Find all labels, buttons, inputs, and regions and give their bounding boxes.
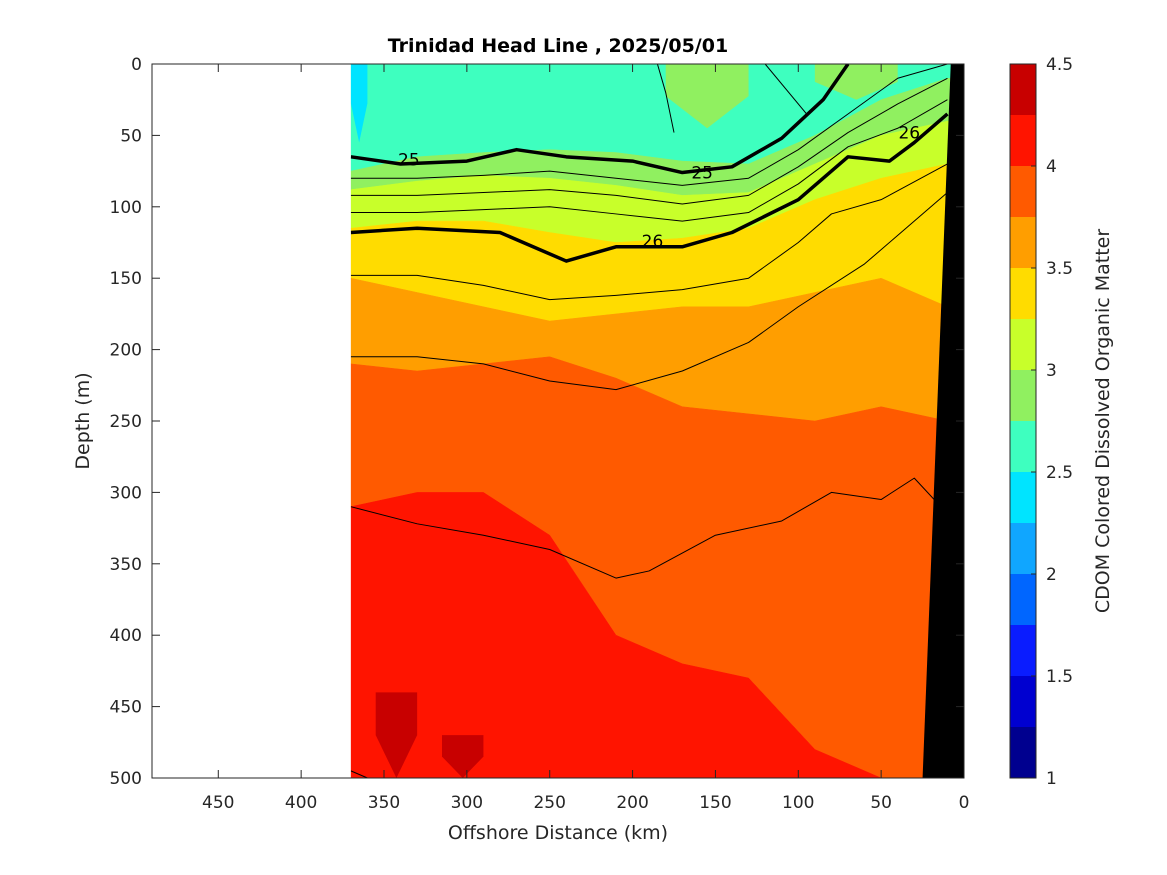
contour-label-1-0: 26 [642,232,664,252]
x-tick-label: 400 [285,793,317,813]
colorbar-frame [1009,63,1037,779]
cdom-patch-2 [814,64,898,100]
y-tick-label: 0 [131,55,142,75]
x-axis: 450 400 350 300 250 200 150 100 50 0 [202,64,969,813]
cdom-patch-3 [375,692,418,778]
colorbar-swatch [1010,370,1036,421]
x-tick-label: 350 [368,793,400,813]
colorbar-swatch [1010,217,1036,268]
colorbar-tick-label: 1 [1046,769,1057,789]
contour-line-3 [350,77,948,205]
y-tick-label: 200 [110,341,142,361]
x-axis-label: Offshore Distance (km) [448,822,668,844]
colorbar-tick-label: 3 [1046,361,1057,381]
colorbar-swatch [1010,574,1036,625]
cdom-patch-1 [665,64,749,129]
x-tick-label: 0 [959,793,970,813]
contour-line-6 [350,192,948,391]
isopycnal-contours [350,64,949,778]
y-axis: 0 50 100 150 200 250 300 350 400 450 500 [110,55,964,789]
x-tick-label: 200 [616,793,648,813]
contour-line-8 [350,770,368,778]
y-tick-label: 100 [110,198,142,218]
contour-line-7 [350,477,948,579]
contour-line-10 [764,64,807,115]
y-tick-label: 150 [110,269,142,289]
y-tick-label: 250 [110,412,142,432]
x-tick-label: 250 [533,793,565,813]
colorbar-swatch [1010,64,1036,115]
contour-line-0 [350,64,850,175]
colorbar-swatch [1010,268,1036,319]
colorbar-swatch [1010,727,1036,778]
colorbar-swatch [1010,523,1036,574]
x-tick-label: 150 [699,793,731,813]
colorbar-tick-label: 2.5 [1046,463,1073,483]
contour-line-9 [656,64,675,133]
colorbar-swatch [1010,625,1036,676]
contour-label-1-1: 26 [898,124,920,144]
colorbar-tick-label: 1.5 [1046,667,1073,687]
y-tick-label: 500 [110,769,142,789]
colorbar-tick-label: 4 [1046,157,1057,177]
colorbar-swatch [1010,166,1036,217]
contour-labels: 25 25 26 26 [398,124,920,253]
x-tick-label: 100 [782,793,814,813]
colorbar-swatch [1010,472,1036,523]
colorbar-tick-label: 2 [1046,565,1057,585]
contour-label-0-0: 25 [398,151,420,171]
colorbar-swatch [1010,115,1036,166]
x-tick-label: 450 [202,793,234,813]
bathymetry-seafloor [922,64,964,778]
y-tick-label: 450 [110,698,142,718]
y-tick-label: 350 [110,555,142,575]
contour-line-2 [350,64,948,186]
contour-line-5 [350,163,948,301]
colorbar-tick-label: 3.5 [1046,259,1073,279]
colorbar-swatch [1010,319,1036,370]
x-tick-label: 300 [451,793,483,813]
cdom-patch-0 [350,64,368,143]
contour-line-1 [350,112,949,263]
y-tick-label: 50 [120,126,142,146]
contour-label-0-1: 25 [691,164,713,184]
cdom-patch-4 [442,735,484,778]
colorbar: 1 1.5 2 2.5 3 3.5 4 4.5 [1009,55,1073,789]
colorbar-label: CDOM Colored Dissolved Organic Matter [1092,229,1114,613]
y-tick-label: 300 [110,483,142,503]
y-axis-label: Depth (m) [72,372,94,469]
cdom-band-6 [350,492,964,778]
plot-area: 25 25 26 26 [151,63,965,779]
colorbar-swatch [1010,421,1036,472]
x-tick-label: 50 [870,793,892,813]
contour-line-4 [350,99,948,222]
colorbar-tick-label: 4.5 [1046,55,1073,75]
colorbar-swatch [1010,676,1036,727]
chart-title: Trinidad Head Line , 2025/05/01 [388,35,728,57]
y-tick-label: 400 [110,626,142,646]
cdom-shading [350,64,965,778]
